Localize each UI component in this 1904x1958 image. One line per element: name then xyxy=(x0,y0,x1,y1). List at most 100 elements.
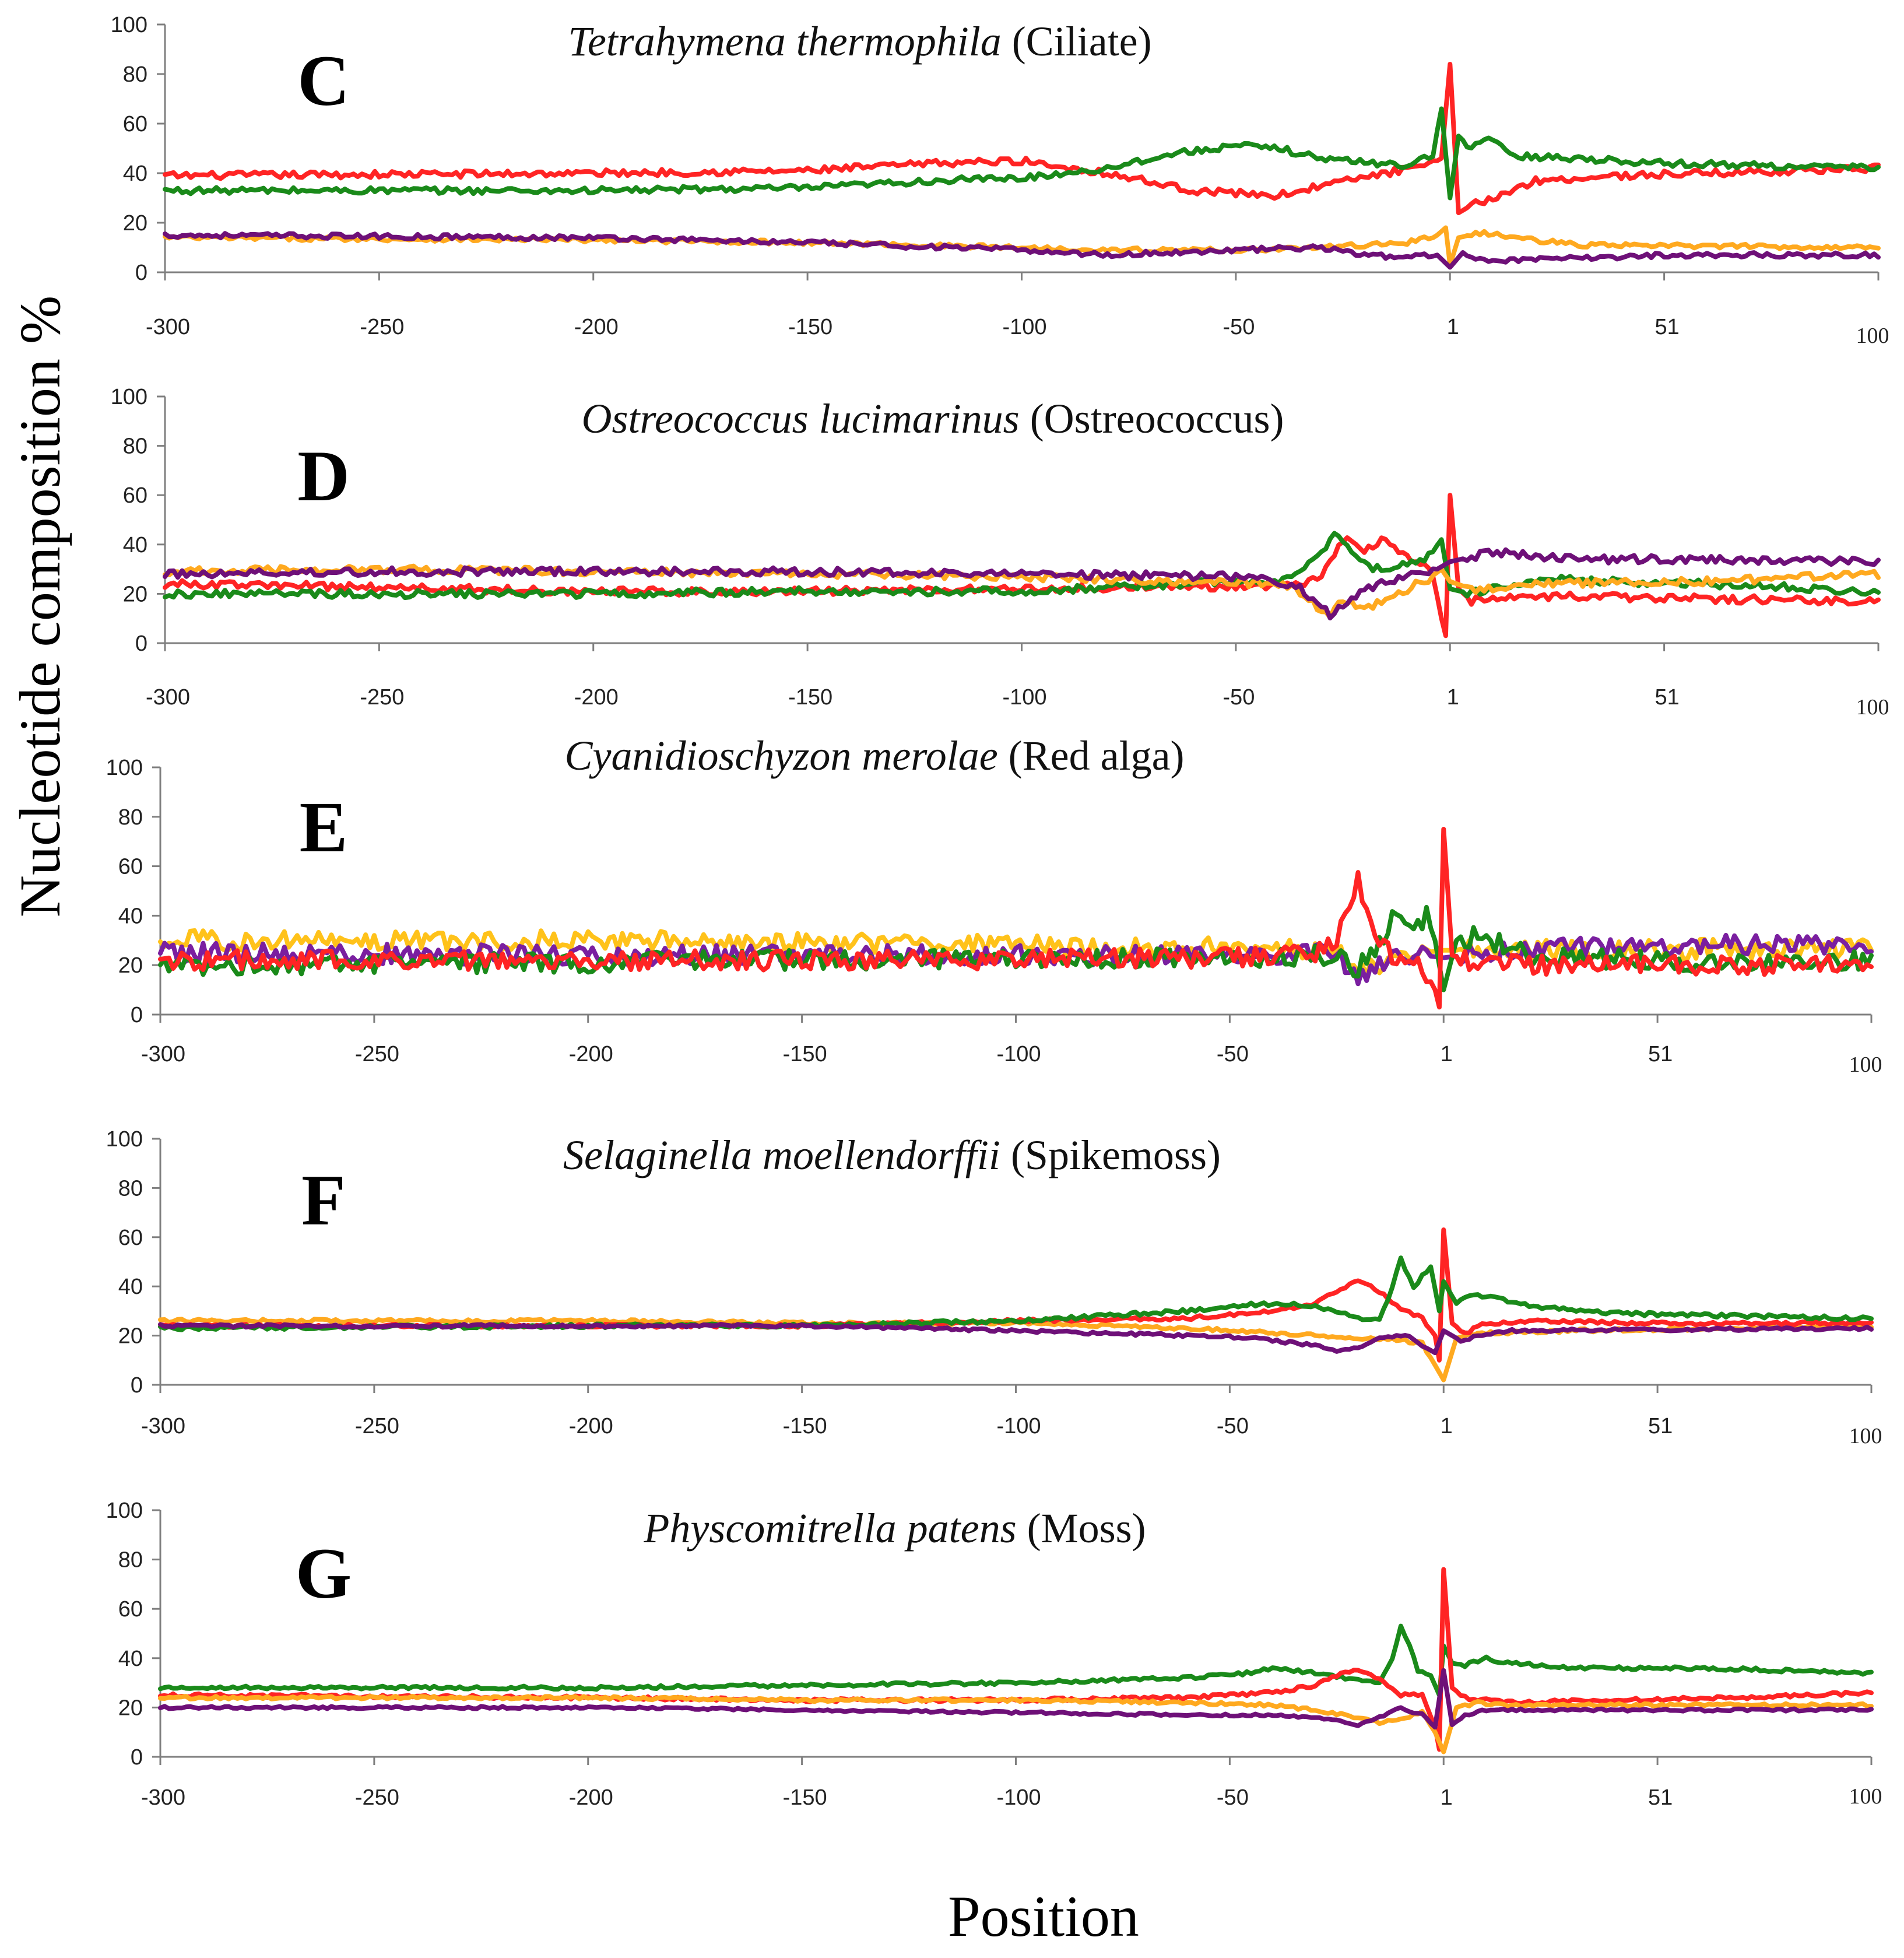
x-tick-label: -100 xyxy=(996,1042,1041,1066)
x-tick-label: 100 xyxy=(1856,324,1889,348)
x-tick-label: -200 xyxy=(569,1414,613,1438)
species-name: Ostreococcus lucimarinus xyxy=(581,395,1019,442)
series-line-green xyxy=(163,531,1881,601)
y-tick-label: 20 xyxy=(118,953,143,978)
y-tick-label: 60 xyxy=(123,483,147,508)
x-tick-label: -250 xyxy=(360,685,404,710)
series-line-purple xyxy=(158,1322,1874,1356)
x-tick-label: 100 xyxy=(1856,695,1889,720)
series-line-red xyxy=(163,62,1881,215)
series-line-green xyxy=(163,106,1881,201)
x-tick-label: 1 xyxy=(1441,1414,1453,1438)
x-tick-label: 51 xyxy=(1648,1785,1673,1810)
x-tick-label: -300 xyxy=(146,315,190,339)
x-tick-label: -300 xyxy=(141,1785,185,1810)
common-name: (Red alga) xyxy=(998,732,1185,779)
x-tick-label: 51 xyxy=(1648,1414,1673,1438)
y-tick-label: 60 xyxy=(118,855,143,879)
x-tick-label: -100 xyxy=(996,1785,1041,1810)
panel-f: 100 80 60 40 20 0 -300 -250 -200 -150 -100 -50 1 51 10… xyxy=(106,1127,1882,1448)
y-tick-label: 20 xyxy=(123,211,147,236)
y-tick-label: 20 xyxy=(118,1324,143,1349)
series-line-purple xyxy=(158,1668,1874,1730)
panel-letter: F xyxy=(301,1160,346,1240)
panel-title: Ostreococcus lucimarinus (Ostreococcus) xyxy=(581,395,1284,442)
x-tick-label: -200 xyxy=(574,315,619,339)
species-name: Selaginella moellendorffii xyxy=(563,1132,1000,1178)
x-tick-label: -300 xyxy=(141,1042,185,1066)
x-tick-label: -250 xyxy=(355,1414,399,1438)
y-tick-label: 100 xyxy=(106,1499,143,1523)
common-name: (Spikemoss) xyxy=(1000,1132,1221,1178)
y-tick-label: 80 xyxy=(123,434,147,459)
panel-title: Tetrahymena thermophila (Ciliate) xyxy=(568,18,1151,65)
panel-c: 100 80 60 40 20 0 -300 -250 -200 -150 -100 -50 1 51 10… xyxy=(111,13,1889,348)
panel-letter: G xyxy=(296,1534,352,1613)
x-tick-label: 51 xyxy=(1654,685,1679,710)
x-axis-label: Position xyxy=(948,1884,1139,1949)
y-tick-label: 40 xyxy=(118,904,143,928)
x-tick-label: 1 xyxy=(1441,1785,1453,1810)
x-tick-label: -50 xyxy=(1223,685,1255,710)
y-tick-label: 80 xyxy=(123,62,147,87)
species-name: Cyanidioschyzon merolae xyxy=(564,732,997,779)
y-tick-label: 60 xyxy=(118,1597,143,1622)
x-tick-label: -50 xyxy=(1223,315,1255,339)
series-line-red xyxy=(163,493,1881,638)
y-tick-label: 0 xyxy=(131,1373,143,1398)
y-tick-label: 0 xyxy=(131,1003,143,1027)
x-tick-label: -150 xyxy=(783,1785,827,1810)
series-line-orange xyxy=(158,1694,1874,1755)
y-tick-label: 80 xyxy=(118,1548,143,1573)
series-line-purple xyxy=(163,547,1881,620)
panel-d: 100 80 60 40 20 0 -300 -250 -200 -150 -100 -50 1 51 10… xyxy=(111,385,1889,720)
x-tick-label: -150 xyxy=(783,1414,827,1438)
series-line-red xyxy=(158,1227,1874,1363)
panel-letter: E xyxy=(300,787,348,867)
y-tick-label: 40 xyxy=(123,162,147,186)
panel-e: 100 80 60 40 20 0 -300 -250 -200 -150 -100 -50 1 51 10… xyxy=(106,732,1882,1077)
x-tick-label: 1 xyxy=(1447,685,1459,710)
x-tick-label: -50 xyxy=(1217,1785,1249,1810)
y-tick-label: 0 xyxy=(135,631,147,656)
panel-g: 100 80 60 40 20 0 -300 -250 -200 -150 -100 -50 1 51 10… xyxy=(106,1499,1882,1810)
panel-title: Cyanidioschyzon merolae (Red alga) xyxy=(564,732,1184,779)
x-tick-label: -50 xyxy=(1217,1414,1249,1438)
x-tick-label: -300 xyxy=(146,685,190,710)
y-tick-label: 40 xyxy=(118,1647,143,1671)
y-tick-label: 80 xyxy=(118,1176,143,1201)
y-tick-label: 40 xyxy=(123,533,147,557)
x-tick-label: -250 xyxy=(360,315,404,339)
series-line-purple xyxy=(163,231,1881,270)
y-tick-label: 20 xyxy=(123,582,147,606)
x-tick-label: -150 xyxy=(788,685,832,710)
x-tick-label: -50 xyxy=(1217,1042,1249,1066)
species-name: Physcomitrella patens xyxy=(643,1505,1016,1552)
y-tick-label: 100 xyxy=(106,1127,143,1152)
y-tick-label: 0 xyxy=(131,1745,143,1770)
y-tick-label: 100 xyxy=(111,385,147,409)
panel-title: Physcomitrella patens (Moss) xyxy=(643,1505,1146,1552)
x-tick-label: 1 xyxy=(1447,315,1459,339)
x-tick-label: -150 xyxy=(783,1042,827,1066)
common-name: (Ciliate) xyxy=(1002,18,1152,65)
x-tick-label: -100 xyxy=(1002,315,1046,339)
common-name: (Ostreococcus) xyxy=(1020,395,1284,442)
y-tick-label: 20 xyxy=(118,1696,143,1720)
x-tick-label: 100 xyxy=(1849,1784,1882,1809)
x-tick-label: 100 xyxy=(1849,1424,1882,1448)
x-tick-label: -250 xyxy=(355,1785,399,1810)
x-tick-label: -200 xyxy=(574,685,619,710)
x-tick-label: 1 xyxy=(1441,1042,1453,1066)
y-axis-label: Nucleotide composition % xyxy=(8,296,72,917)
y-tick-label: 80 xyxy=(118,805,143,830)
y-tick-label: 100 xyxy=(106,756,143,780)
y-tick-label: 100 xyxy=(111,13,147,37)
x-tick-label: 51 xyxy=(1648,1042,1673,1066)
y-tick-label: 40 xyxy=(118,1275,143,1299)
x-tick-label: -200 xyxy=(569,1785,613,1810)
x-tick-label: -200 xyxy=(569,1042,613,1066)
series-line-red xyxy=(158,827,1874,1010)
